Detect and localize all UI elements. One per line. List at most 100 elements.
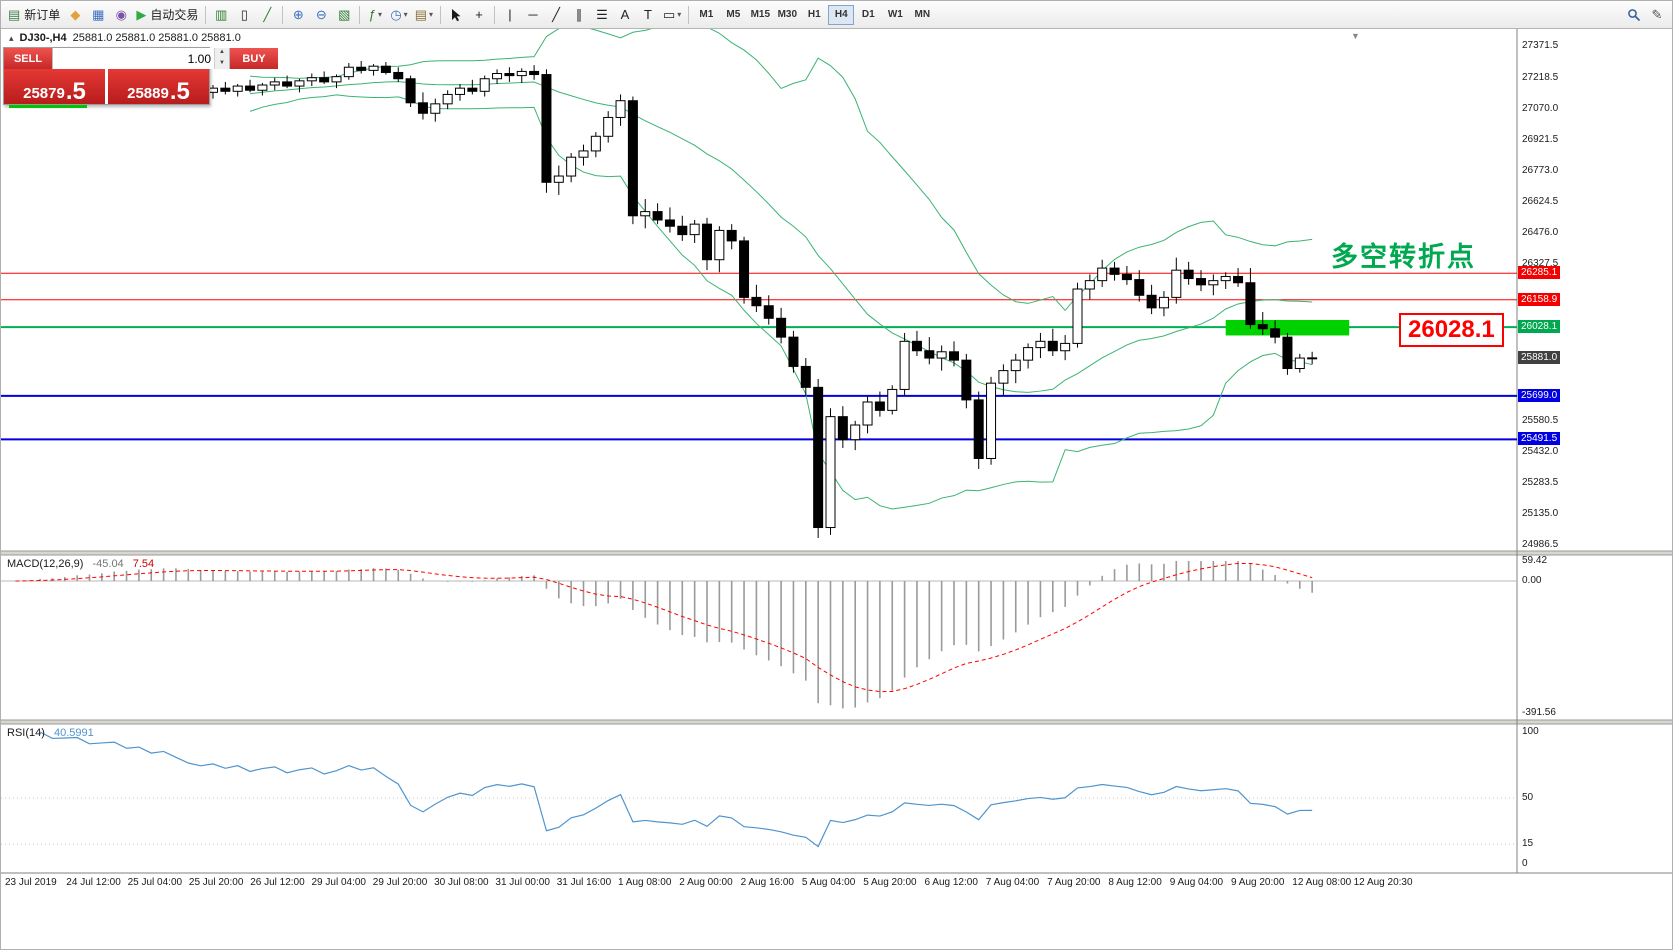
sell-price-button[interactable]: 25879 .5 xyxy=(4,69,105,104)
time-axis-label: 2 Aug 00:00 xyxy=(679,877,733,888)
time-axis-label: 31 Jul 16:00 xyxy=(556,877,612,888)
volume-up-button[interactable]: ▲ xyxy=(215,48,229,59)
symbol-ohlc-values: 25881.0 25881.0 25881.0 25881.0 xyxy=(72,32,241,44)
green-zone-rectangle[interactable] xyxy=(1225,319,1350,336)
indicators-button[interactable]: ƒ ▾ xyxy=(364,4,386,26)
timeframe-button-m5[interactable]: M5 xyxy=(726,9,741,20)
time-axis-label: 7 Aug 20:00 xyxy=(1047,877,1101,888)
horizontal-line-button-icon: ─ xyxy=(528,7,538,22)
indicators-button-caret-icon: ▾ xyxy=(377,10,382,19)
hline-price-tag[interactable]: 25699.0 xyxy=(1518,388,1561,402)
rsi-level-label: 100 xyxy=(1522,726,1539,737)
timeframe-button-h4[interactable]: H4 xyxy=(828,4,855,25)
alerts-icon-icon: ◉ xyxy=(115,6,127,22)
volume-down-button[interactable]: ▼ xyxy=(215,58,229,69)
turning-point-annotation[interactable]: 多空转折点 xyxy=(1331,242,1476,272)
fibonacci-button[interactable]: ☰ xyxy=(591,4,613,26)
hline-price-tag[interactable]: 26158.9 xyxy=(1518,292,1561,306)
time-axis-label: 12 Aug 08:00 xyxy=(1292,877,1352,888)
macd-name: MACD(12,26,9) xyxy=(7,558,84,570)
price-callout-annotation[interactable]: 26028.1 xyxy=(1399,313,1504,347)
crosshair-button-icon: + xyxy=(475,7,483,22)
price-axis-label: 26624.5 xyxy=(1522,196,1559,208)
horizontal-line-button[interactable]: ─ xyxy=(522,4,544,26)
macd-indicator-label: MACD(12,26,9) -45.04 7.54 xyxy=(7,558,154,570)
macd-signal-value: 7.54 xyxy=(132,558,155,570)
timeframe-button-m15[interactable]: M15 xyxy=(750,9,771,20)
price-axis-label: 25432.0 xyxy=(1522,445,1559,457)
text-button-icon: A xyxy=(620,7,630,22)
vertical-line-button-icon: | xyxy=(508,7,512,22)
hline-price-tag[interactable]: 26285.1 xyxy=(1518,266,1561,280)
time-axis-label: 5 Aug 04:00 xyxy=(801,877,856,888)
symbol-name: DJ30-,H4 xyxy=(19,32,67,44)
current-price-tag[interactable]: 25881.0 xyxy=(1518,350,1561,364)
line-chart-type-button[interactable]: ╱ xyxy=(256,4,278,26)
buy-price-main: 25889 xyxy=(127,85,169,102)
alerts-icon[interactable]: ◉ xyxy=(110,4,132,26)
chart-shift-marker-icon[interactable]: ▼ xyxy=(1351,31,1360,41)
equidistant-channel-button[interactable]: ∥ xyxy=(568,4,590,26)
time-axis-label: 29 Jul 04:00 xyxy=(311,877,367,888)
candles-layer[interactable] xyxy=(208,60,1318,538)
rsi-value: 40.5991 xyxy=(53,727,94,739)
shapes-button-caret-icon: ▾ xyxy=(677,10,682,19)
buy-price-fraction: .5 xyxy=(169,78,190,105)
price-axis-label: 27371.5 xyxy=(1522,40,1559,51)
trendline-button[interactable]: ╱ xyxy=(545,4,567,26)
crosshair-button[interactable]: + xyxy=(468,4,490,26)
templates-button[interactable]: ▤ ▾ xyxy=(412,4,436,26)
timeframe-button-m30[interactable]: M30 xyxy=(777,9,798,20)
tile-windows-button[interactable]: ▧ xyxy=(333,4,355,26)
price-axis-label: 26327.5 xyxy=(1522,258,1559,270)
timeframe-button-w1[interactable]: W1 xyxy=(887,9,903,20)
text-button[interactable]: A xyxy=(614,4,636,26)
bar-chart-type-button[interactable]: ▥ xyxy=(210,4,232,26)
text-label-button[interactable]: T xyxy=(637,4,659,26)
time-axis-label: 2 Aug 16:00 xyxy=(740,877,794,888)
price-axis-label: 26921.5 xyxy=(1522,134,1559,146)
zoom-out-button[interactable]: ⊖ xyxy=(310,4,332,26)
buy-button[interactable]: BUY xyxy=(230,48,278,69)
mql5-community-icon[interactable]: ◆ xyxy=(64,4,86,26)
autotrading-button[interactable]: ▶ 自动交易 xyxy=(133,4,201,26)
text-label-button-icon: T xyxy=(644,7,652,22)
buy-price-button[interactable]: 25889 .5 xyxy=(108,69,209,104)
candlestick-type-button-icon: ▯ xyxy=(240,6,248,22)
cursor-button[interactable] xyxy=(445,4,467,26)
sell-price-fraction: .5 xyxy=(65,78,86,105)
periods-button[interactable]: ◷ ▾ xyxy=(387,4,410,26)
hline-price-tag[interactable]: 26028.1 xyxy=(1518,320,1561,334)
charts-window-icon[interactable]: ▦ xyxy=(87,4,109,26)
edit-profile-button[interactable]: ✎ xyxy=(1646,4,1668,26)
sell-button[interactable]: SELL xyxy=(4,48,52,69)
time-axis-label: 26 Jul 12:00 xyxy=(250,877,305,888)
vertical-line-button[interactable]: | xyxy=(499,4,521,26)
zoom-in-button-icon: ⊕ xyxy=(292,6,304,22)
timeframe-button-h1[interactable]: H1 xyxy=(807,9,821,20)
new-order-button[interactable]: ▤ 新订单 xyxy=(5,4,63,26)
templates-button-caret-icon: ▾ xyxy=(428,10,433,19)
new-order-button-label: 新订单 xyxy=(24,8,61,22)
panel-divider[interactable] xyxy=(1,720,1673,724)
search-icon-button[interactable] xyxy=(1623,4,1645,26)
spread-indicator-bar xyxy=(9,105,87,108)
periods-button-icon: ◷ xyxy=(390,6,402,22)
timeframe-button-m1[interactable]: M1 xyxy=(699,9,714,20)
volume-input[interactable] xyxy=(53,48,214,69)
time-axis-label: 7 Aug 04:00 xyxy=(985,877,1040,888)
panel-divider[interactable] xyxy=(1,551,1673,555)
candlestick-type-button[interactable]: ▯ xyxy=(233,4,255,26)
time-axis-label: 6 Aug 12:00 xyxy=(924,877,978,888)
zoom-out-button-icon: ⊖ xyxy=(315,6,327,22)
timeframe-button-mn[interactable]: MN xyxy=(914,9,931,20)
hline-price-tag[interactable]: 25491.5 xyxy=(1518,432,1561,446)
shapes-button[interactable]: ▭ ▾ xyxy=(660,4,684,26)
zoom-in-button[interactable]: ⊕ xyxy=(287,4,309,26)
one-click-price-row: 25879 .5 25889 .5 xyxy=(4,69,209,104)
autotrading-button-label: 自动交易 xyxy=(150,8,199,22)
time-axis-label: 9 Aug 20:00 xyxy=(1231,877,1285,888)
timeframe-button-d1[interactable]: D1 xyxy=(861,9,875,20)
new-order-button-icon: ▤ xyxy=(8,6,21,22)
